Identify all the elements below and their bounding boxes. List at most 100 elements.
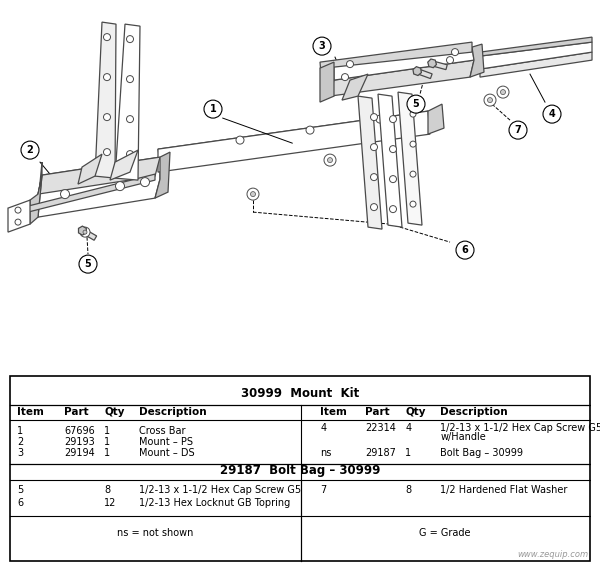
Circle shape	[15, 219, 21, 225]
Text: 8: 8	[104, 485, 110, 495]
Polygon shape	[38, 157, 160, 194]
Circle shape	[407, 95, 425, 113]
Polygon shape	[84, 230, 97, 240]
Text: 2: 2	[17, 437, 23, 447]
Polygon shape	[79, 226, 86, 235]
Circle shape	[204, 100, 222, 118]
Circle shape	[313, 37, 331, 55]
Text: 8: 8	[406, 485, 412, 495]
Circle shape	[410, 171, 416, 177]
Circle shape	[410, 201, 416, 207]
Polygon shape	[30, 175, 42, 224]
Text: 7: 7	[320, 485, 326, 495]
Text: 1: 1	[104, 448, 110, 458]
Text: 1/2-13 Hex Locknut GB Topring: 1/2-13 Hex Locknut GB Topring	[139, 498, 290, 507]
Text: 1: 1	[104, 426, 110, 435]
Text: 1: 1	[17, 426, 23, 435]
Text: Item: Item	[17, 407, 44, 417]
Circle shape	[410, 111, 416, 117]
Circle shape	[500, 90, 505, 95]
Circle shape	[509, 121, 527, 139]
Text: Cross Bar: Cross Bar	[139, 426, 186, 435]
Text: Qty: Qty	[104, 407, 125, 417]
Circle shape	[79, 255, 97, 273]
Polygon shape	[115, 24, 140, 180]
Polygon shape	[470, 44, 484, 77]
Circle shape	[21, 141, 39, 159]
Text: 4: 4	[548, 109, 556, 119]
Circle shape	[487, 98, 493, 103]
Polygon shape	[8, 200, 30, 232]
Polygon shape	[110, 150, 138, 180]
Circle shape	[347, 61, 353, 67]
Polygon shape	[419, 70, 432, 79]
Circle shape	[543, 105, 561, 123]
Text: Mount – PS: Mount – PS	[139, 437, 193, 447]
Polygon shape	[434, 62, 447, 70]
Circle shape	[104, 33, 110, 41]
Text: 1: 1	[209, 104, 217, 114]
Polygon shape	[398, 92, 422, 225]
Text: 29193: 29193	[64, 437, 95, 447]
Text: ns: ns	[320, 448, 331, 458]
Polygon shape	[155, 152, 170, 198]
Text: 1/2-13 x 1-1/2 Hex Cap Screw G5: 1/2-13 x 1-1/2 Hex Cap Screw G5	[440, 422, 600, 433]
Circle shape	[376, 115, 384, 123]
Text: Part: Part	[365, 407, 390, 417]
Circle shape	[341, 74, 349, 81]
Polygon shape	[20, 174, 155, 214]
Polygon shape	[95, 22, 116, 178]
Polygon shape	[158, 111, 430, 172]
Circle shape	[389, 116, 397, 122]
Text: Part: Part	[64, 407, 89, 417]
Text: 30999  Mount  Kit: 30999 Mount Kit	[241, 387, 359, 400]
Text: 6: 6	[461, 245, 469, 255]
Polygon shape	[320, 62, 334, 102]
Text: 2: 2	[26, 145, 34, 155]
Text: 12: 12	[104, 498, 117, 507]
Polygon shape	[38, 162, 42, 217]
Text: www.zequip.com: www.zequip.com	[517, 550, 588, 559]
Circle shape	[15, 207, 21, 213]
Polygon shape	[158, 111, 430, 162]
Polygon shape	[342, 74, 368, 100]
Circle shape	[127, 75, 133, 83]
Circle shape	[115, 181, 125, 191]
Text: Description: Description	[440, 407, 508, 417]
Circle shape	[497, 86, 509, 98]
Circle shape	[83, 230, 87, 234]
Text: 1/2-13 x 1-1/2 Hex Cap Screw G5: 1/2-13 x 1-1/2 Hex Cap Screw G5	[139, 485, 302, 495]
Text: 3: 3	[319, 41, 325, 51]
Text: Bolt Bag – 30999: Bolt Bag – 30999	[440, 448, 523, 458]
Circle shape	[104, 149, 110, 155]
Polygon shape	[428, 104, 444, 134]
Text: 6: 6	[17, 498, 23, 507]
Polygon shape	[378, 94, 402, 227]
Circle shape	[456, 241, 474, 259]
Text: Item: Item	[320, 407, 347, 417]
Circle shape	[452, 49, 458, 56]
Circle shape	[389, 146, 397, 153]
Text: 1/2 Hardened Flat Washer: 1/2 Hardened Flat Washer	[440, 485, 568, 495]
Circle shape	[371, 204, 377, 210]
Text: w/Handle: w/Handle	[440, 432, 486, 442]
Circle shape	[371, 113, 377, 121]
Polygon shape	[330, 47, 474, 80]
Text: 1: 1	[406, 448, 412, 458]
Polygon shape	[480, 42, 592, 69]
Text: 67696: 67696	[64, 426, 95, 435]
Text: 4: 4	[320, 422, 326, 433]
Circle shape	[127, 36, 133, 43]
Text: 29187  Bolt Bag – 30999: 29187 Bolt Bag – 30999	[220, 464, 380, 477]
Circle shape	[127, 116, 133, 122]
Circle shape	[61, 189, 70, 198]
Polygon shape	[428, 59, 436, 67]
Text: G = Grade: G = Grade	[419, 528, 471, 538]
Text: Mount – DS: Mount – DS	[139, 448, 195, 458]
Circle shape	[236, 136, 244, 144]
Circle shape	[140, 177, 149, 187]
Circle shape	[389, 206, 397, 213]
Circle shape	[251, 192, 256, 197]
Polygon shape	[480, 37, 592, 56]
Circle shape	[446, 57, 454, 64]
